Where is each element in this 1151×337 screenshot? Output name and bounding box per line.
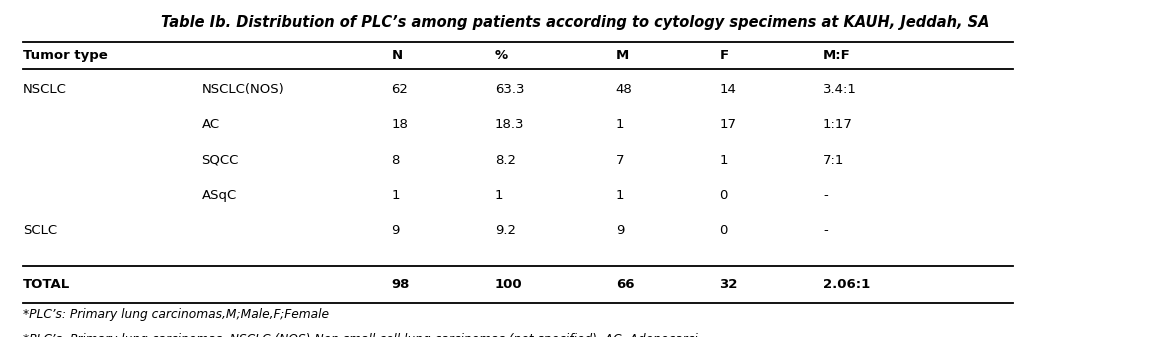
Text: *PLC’s: Primary lung carcinomas ,NSCLC (NOS);Non small cell lung carcinomas (not: *PLC’s: Primary lung carcinomas ,NSCLC (… bbox=[23, 333, 702, 337]
Text: 3.4:1: 3.4:1 bbox=[823, 83, 856, 96]
Text: 66: 66 bbox=[616, 278, 634, 291]
Text: ASqC: ASqC bbox=[201, 189, 237, 202]
Text: 18.3: 18.3 bbox=[495, 118, 525, 131]
Text: Table Ib. Distribution of PLC’s among patients according to cytology specimens a: Table Ib. Distribution of PLC’s among pa… bbox=[161, 15, 990, 30]
Text: 48: 48 bbox=[616, 83, 633, 96]
Text: 1: 1 bbox=[719, 154, 727, 166]
Text: F: F bbox=[719, 49, 729, 62]
Text: 8.2: 8.2 bbox=[495, 154, 516, 166]
Text: M:F: M:F bbox=[823, 49, 851, 62]
Text: 1: 1 bbox=[495, 189, 503, 202]
Text: 1: 1 bbox=[391, 189, 399, 202]
Text: SCLC: SCLC bbox=[23, 224, 58, 237]
Text: -: - bbox=[823, 224, 828, 237]
Text: 9.2: 9.2 bbox=[495, 224, 516, 237]
Text: 0: 0 bbox=[719, 224, 727, 237]
Text: 7:1: 7:1 bbox=[823, 154, 845, 166]
Text: 8: 8 bbox=[391, 154, 399, 166]
Text: N: N bbox=[391, 49, 403, 62]
Text: 1: 1 bbox=[616, 118, 624, 131]
Text: NSCLC(NOS): NSCLC(NOS) bbox=[201, 83, 284, 96]
Text: 63.3: 63.3 bbox=[495, 83, 525, 96]
Text: *PLC’s: Primary lung carcinomas,M;Male,F;Female: *PLC’s: Primary lung carcinomas,M;Male,F… bbox=[23, 308, 329, 321]
Text: Tumor type: Tumor type bbox=[23, 49, 108, 62]
Text: 17: 17 bbox=[719, 118, 737, 131]
Text: -: - bbox=[823, 189, 828, 202]
Text: 9: 9 bbox=[391, 224, 399, 237]
Text: 1: 1 bbox=[616, 189, 624, 202]
Text: 62: 62 bbox=[391, 83, 409, 96]
Text: TOTAL: TOTAL bbox=[23, 278, 70, 291]
Text: AC: AC bbox=[201, 118, 220, 131]
Text: 32: 32 bbox=[719, 278, 738, 291]
Text: SQCC: SQCC bbox=[201, 154, 238, 166]
Text: 1:17: 1:17 bbox=[823, 118, 853, 131]
Text: 18: 18 bbox=[391, 118, 409, 131]
Text: 2.06:1: 2.06:1 bbox=[823, 278, 870, 291]
Text: %: % bbox=[495, 49, 508, 62]
Text: 98: 98 bbox=[391, 278, 410, 291]
Text: 7: 7 bbox=[616, 154, 624, 166]
Text: 0: 0 bbox=[719, 189, 727, 202]
Text: 9: 9 bbox=[616, 224, 624, 237]
Text: NSCLC: NSCLC bbox=[23, 83, 67, 96]
Text: 14: 14 bbox=[719, 83, 737, 96]
Text: M: M bbox=[616, 49, 630, 62]
Text: 100: 100 bbox=[495, 278, 523, 291]
